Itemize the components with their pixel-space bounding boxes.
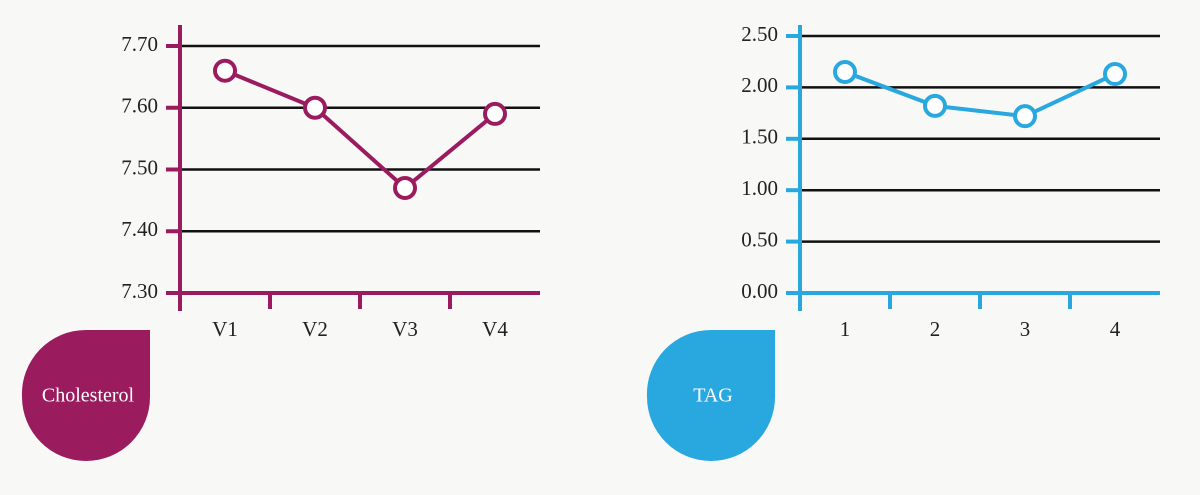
y-tick-label: 7.70: [121, 32, 158, 56]
y-tick-label: 2.00: [741, 73, 778, 97]
x-tick-label: V3: [392, 317, 418, 341]
point: [923, 93, 947, 118]
point: [833, 59, 857, 84]
series-line: [844, 70, 1116, 119]
y-tick-label: 1.50: [741, 125, 778, 149]
series-line: [224, 68, 497, 191]
y-tick-label: 2.50: [741, 22, 778, 46]
x-tick-label: V4: [482, 317, 508, 341]
legend-label: Cholesterol: [42, 385, 135, 407]
point: [1013, 104, 1037, 129]
y-tick-label: 0.00: [741, 279, 778, 303]
legend-badge: [21, 329, 151, 461]
point: [483, 101, 507, 126]
x-tick-label: 4: [1110, 317, 1121, 341]
y-tick-label: 7.30: [121, 279, 158, 303]
y-tick-label: 7.50: [121, 155, 158, 179]
y-tick-label: 7.40: [121, 217, 158, 241]
point: [213, 58, 237, 83]
y-tick-label: 7.60: [121, 94, 158, 118]
x-tick-label: V2: [302, 317, 328, 341]
y-tick-label: 0.50: [741, 227, 778, 251]
point: [1103, 62, 1127, 87]
legend-badge: [646, 329, 775, 461]
y-tick-label: 1.00: [741, 176, 778, 200]
x-tick-label: 1: [840, 317, 851, 341]
point: [303, 95, 327, 120]
x-tick-label: 3: [1020, 317, 1031, 341]
x-tick-label: V1: [212, 317, 238, 341]
x-tick-label: 2: [930, 317, 941, 341]
legend-label: TAG: [693, 385, 733, 407]
point: [393, 176, 417, 201]
